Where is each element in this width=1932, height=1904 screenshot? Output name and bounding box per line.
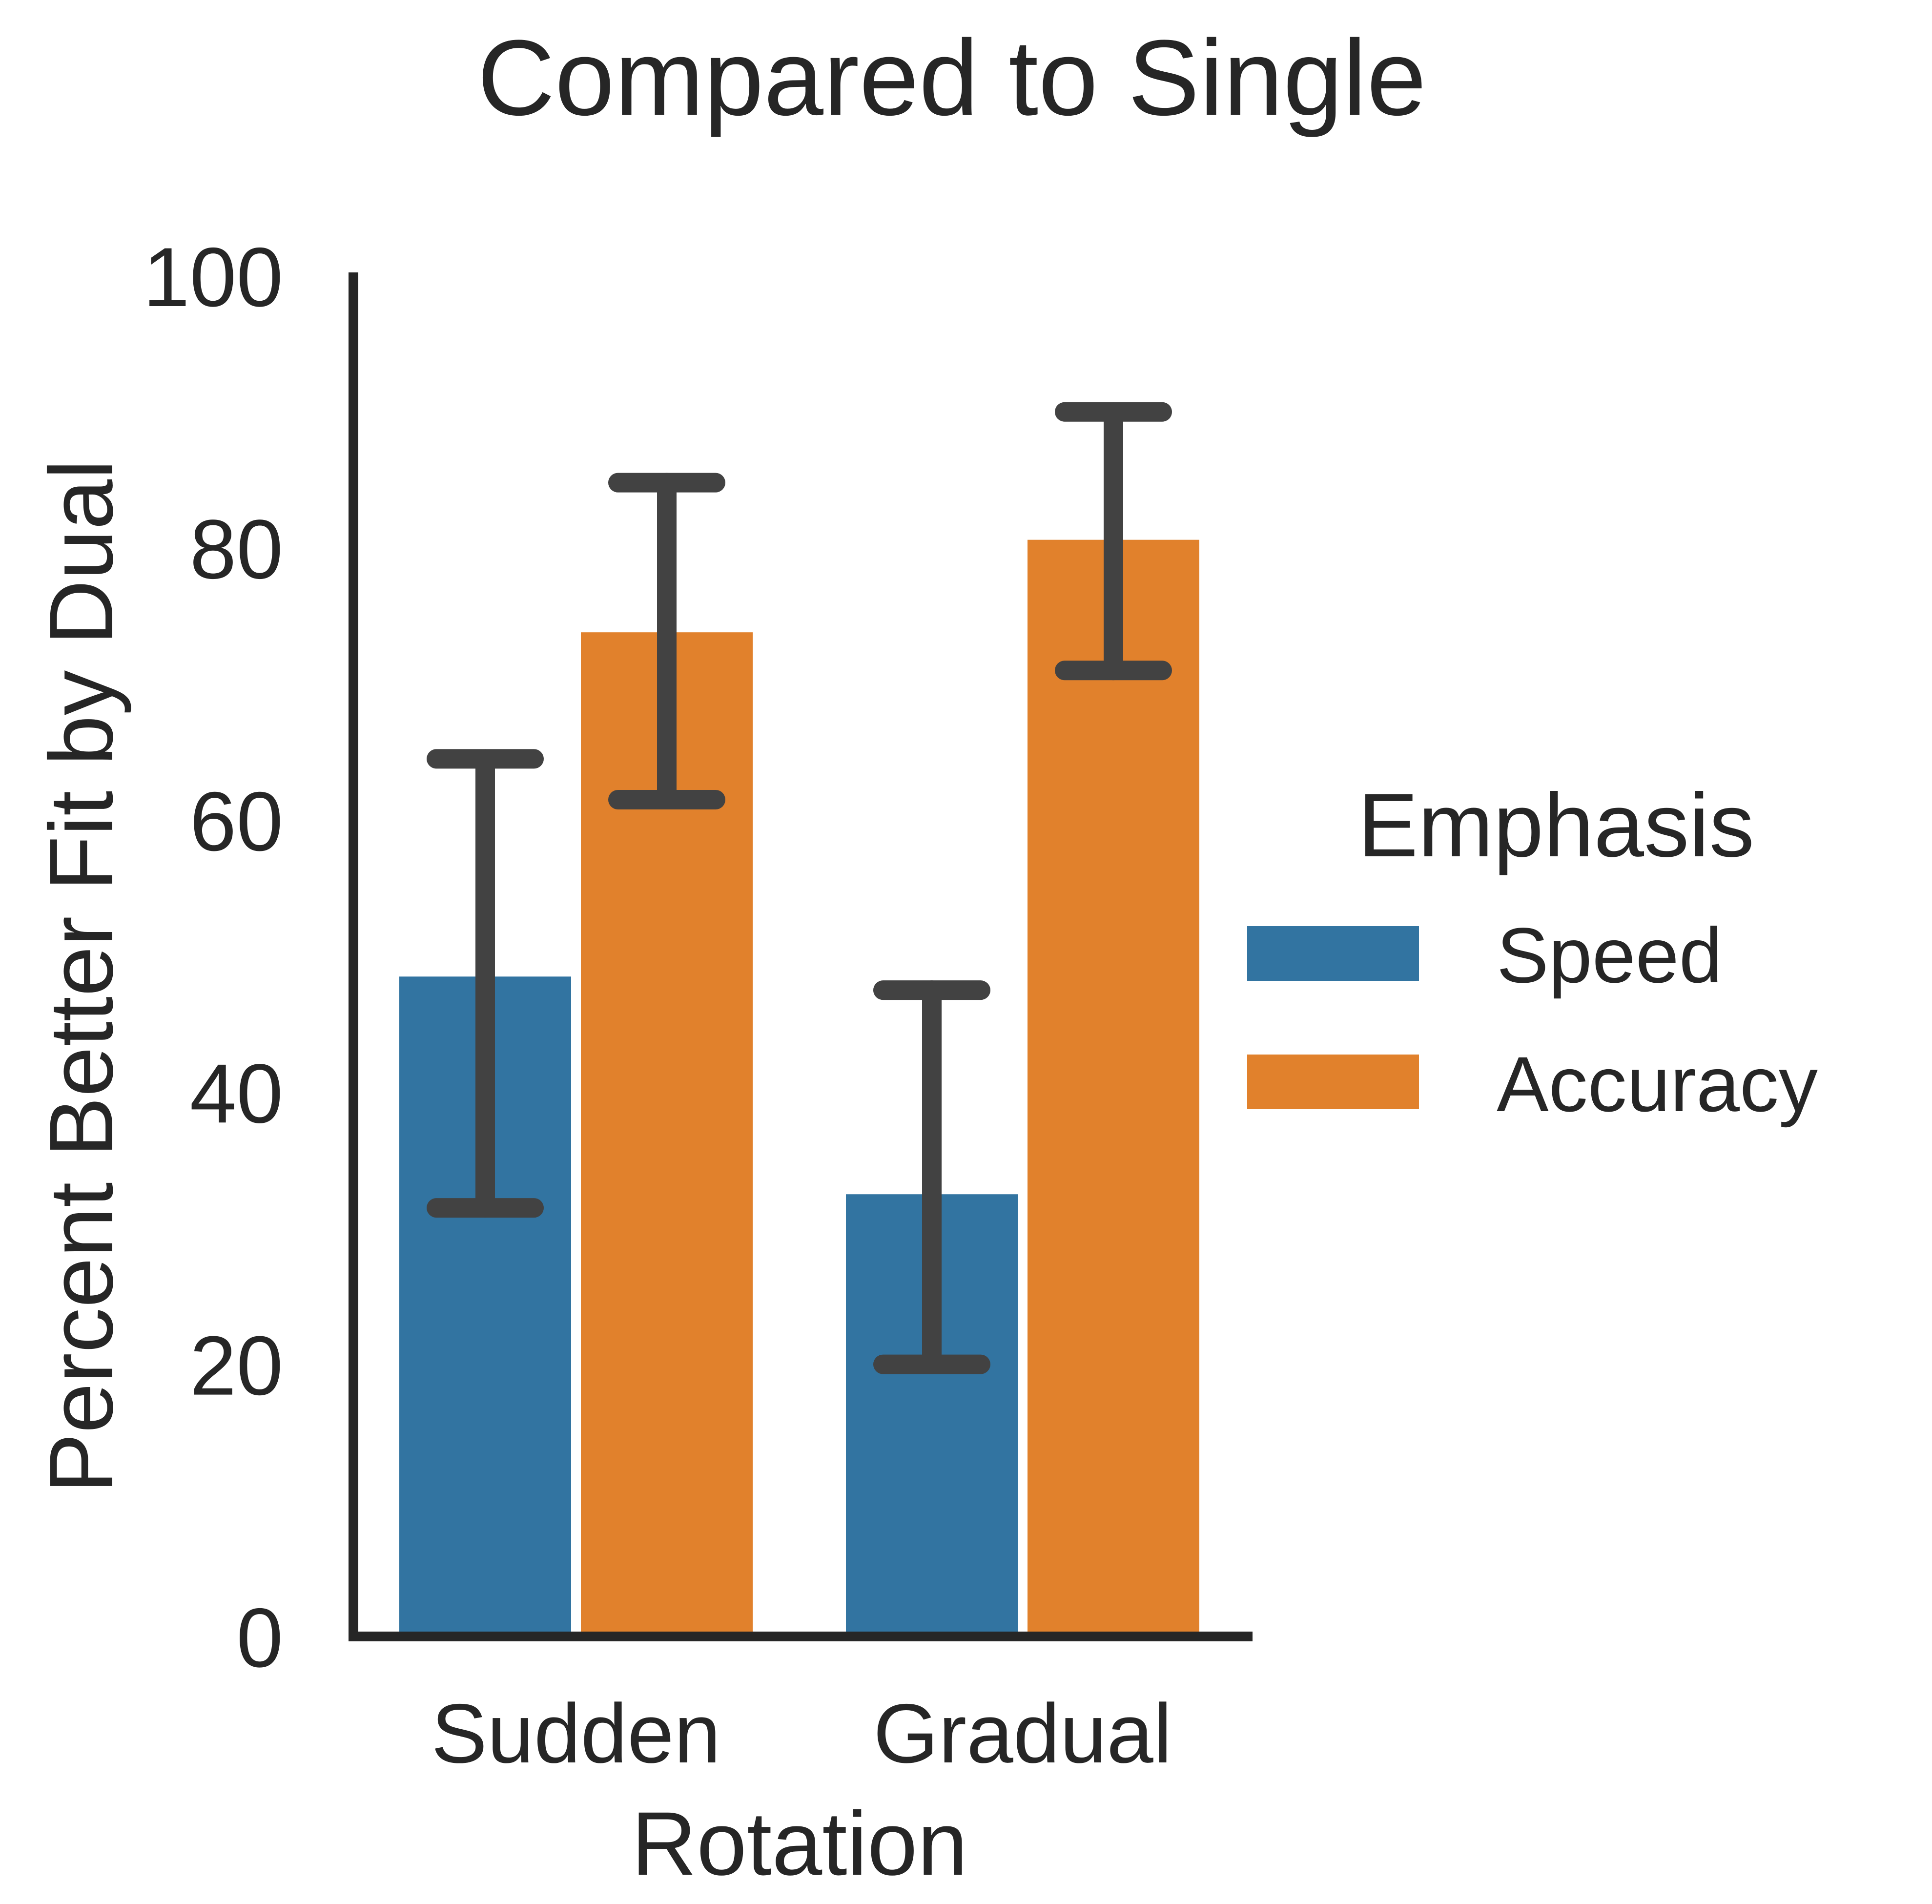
legend-swatch-speed (1247, 926, 1419, 981)
x-tick-label-sudden: Sudden (431, 1687, 720, 1780)
y-tick-label: 80 (190, 502, 283, 596)
y-tick-label: 0 (236, 1591, 283, 1685)
y-tick-labels: 0 20 40 60 80 100 (143, 230, 283, 1685)
y-tick-label: 40 (190, 1047, 283, 1140)
y-tick-label: 60 (190, 775, 283, 869)
legend-swatch-accuracy (1247, 1055, 1419, 1109)
x-axis-label: Rotation (631, 1794, 967, 1894)
legend: Emphasis Speed Accuracy (1247, 775, 1818, 1128)
x-tick-label-gradual: Gradual (873, 1687, 1172, 1780)
x-tick-labels: Sudden Gradual (431, 1687, 1172, 1780)
y-tick-label: 100 (143, 230, 283, 324)
bar-gradual-accuracy (1028, 539, 1199, 1636)
chart-title: Compared to Single (477, 18, 1426, 138)
y-tick-label: 20 (190, 1319, 283, 1413)
legend-label-speed: Speed (1497, 911, 1723, 999)
legend-label-accuracy: Accuracy (1497, 1040, 1818, 1128)
error-bars-group (427, 402, 1172, 1374)
y-axis-label: Percent Better Fit by Dual (31, 459, 132, 1493)
legend-title: Emphasis (1358, 775, 1754, 876)
